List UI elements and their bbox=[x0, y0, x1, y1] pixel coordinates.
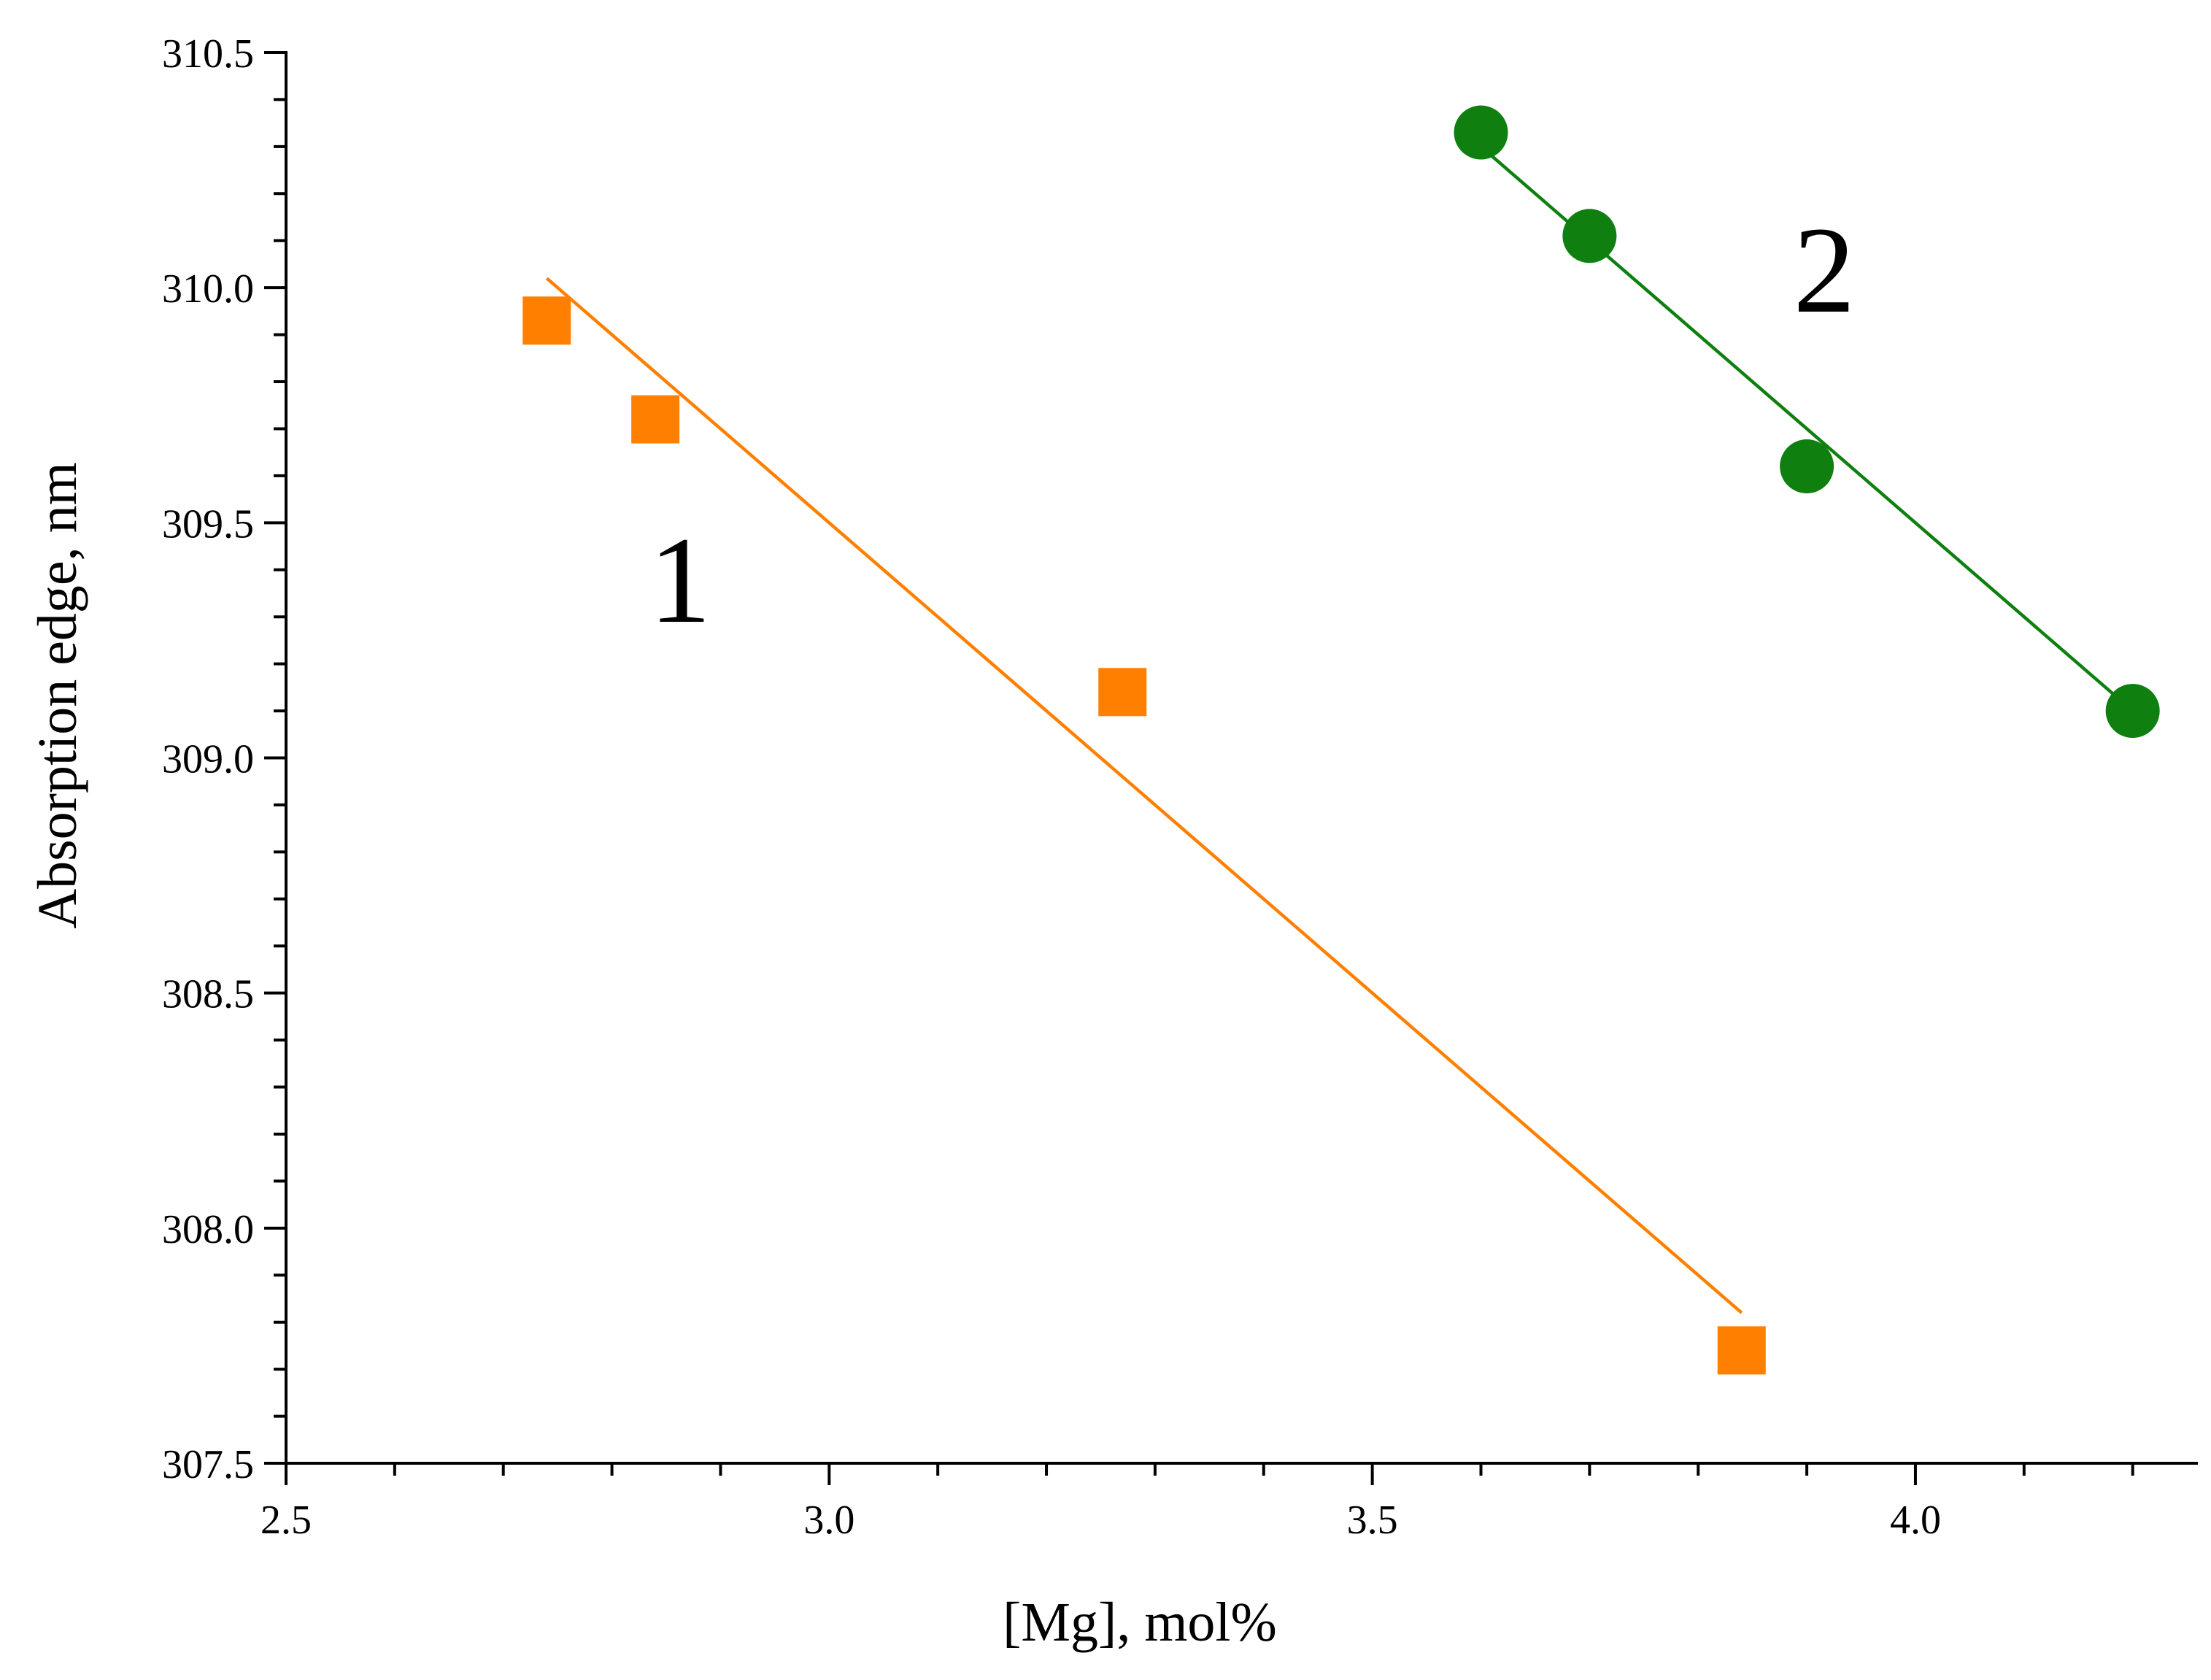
y-tick-label: 309.5 bbox=[162, 501, 254, 547]
fit-line-series-1 bbox=[545, 277, 1743, 1314]
x-tick-label: 2.5 bbox=[261, 1498, 312, 1543]
data-points bbox=[522, 105, 2160, 1375]
fit-lines bbox=[545, 145, 2134, 1314]
x-tick-label: 3.5 bbox=[1347, 1498, 1398, 1543]
y-tick-label: 307.5 bbox=[162, 1442, 254, 1487]
series-label-2: 2 bbox=[1794, 201, 1856, 339]
x-tick-label: 4.0 bbox=[1890, 1498, 1941, 1543]
data-point-series-2-1 bbox=[1454, 105, 1508, 160]
data-point-series-2-3 bbox=[1780, 439, 1834, 494]
data-point-series-1-4 bbox=[1717, 1326, 1766, 1375]
y-tick-label: 308.5 bbox=[162, 972, 254, 1017]
data-point-series-1-1 bbox=[522, 296, 571, 345]
data-point-series-2-4 bbox=[2105, 684, 2160, 739]
y-tick-label: 308.0 bbox=[162, 1207, 254, 1252]
labels: [Mg], mol% Absorption edge, nm 1 2 bbox=[27, 201, 1856, 1653]
x-axis-title: [Mg], mol% bbox=[1003, 1592, 1277, 1653]
y-tick-label: 310.5 bbox=[162, 31, 254, 77]
x-tick-label: 3.0 bbox=[803, 1498, 854, 1543]
data-point-series-1-2 bbox=[631, 395, 680, 444]
y-tick-label: 310.0 bbox=[162, 266, 254, 312]
y-axis-title: Absorption edge, nm bbox=[27, 462, 88, 929]
data-point-series-2-2 bbox=[1562, 209, 1617, 263]
series-label-1: 1 bbox=[649, 512, 711, 649]
axes: 2.5 3.0 3.5 4.0 307.5 308.0 308.5 309.0 309.5 310… bbox=[162, 31, 2198, 1543]
y-tick-label: 309.0 bbox=[162, 737, 254, 782]
data-point-series-1-3 bbox=[1098, 668, 1147, 717]
